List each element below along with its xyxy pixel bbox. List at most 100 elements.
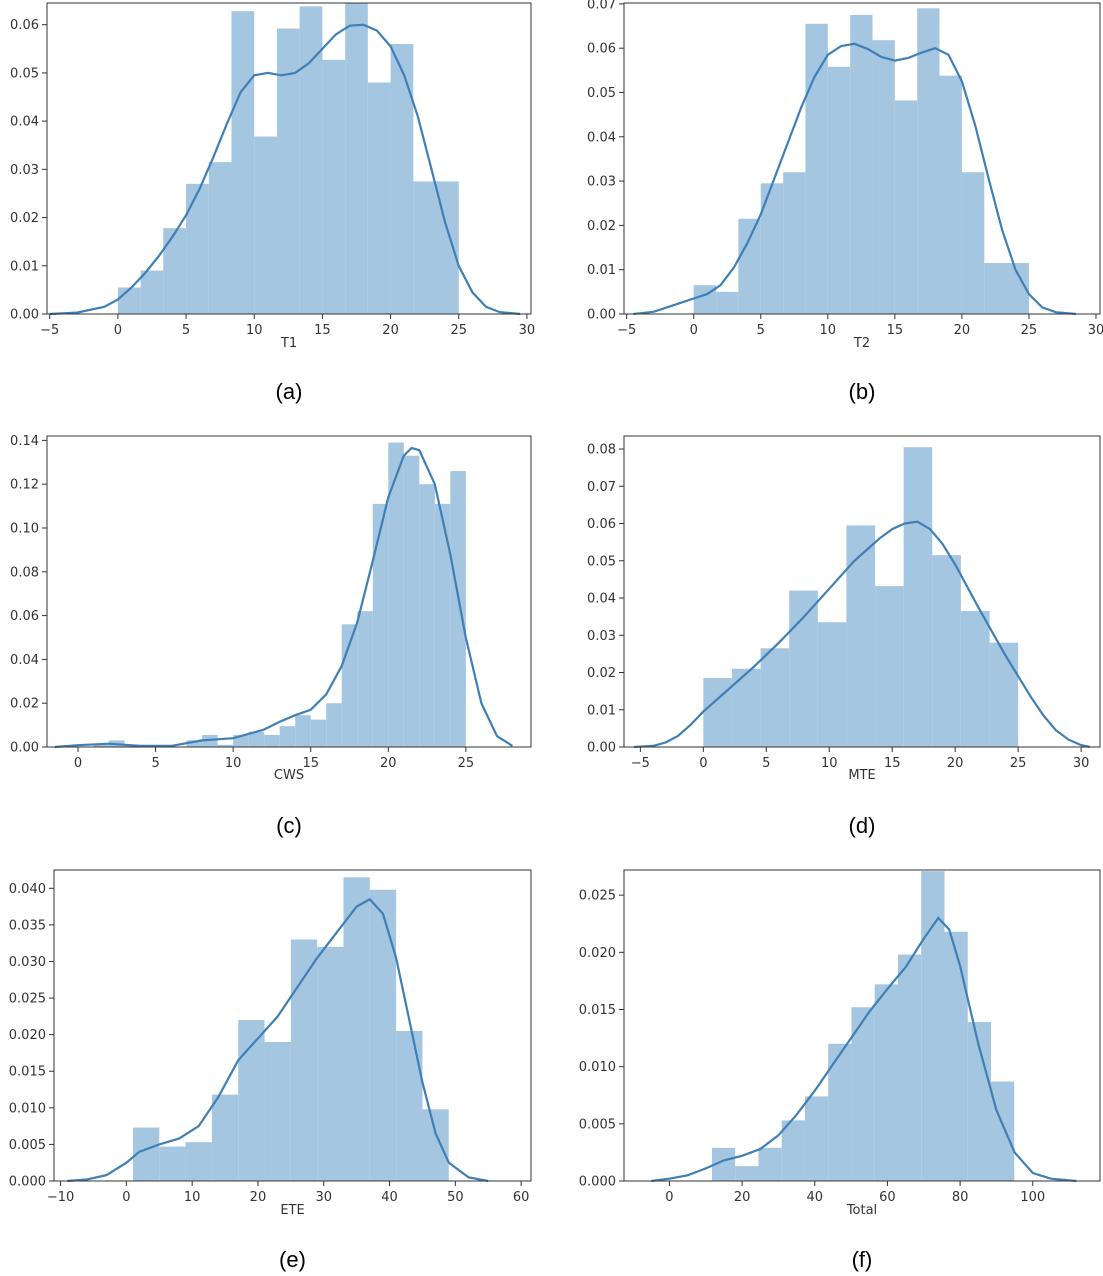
- histogram-bar: [897, 954, 922, 1181]
- x-tick-label: −5: [617, 323, 636, 338]
- histogram-bar: [388, 442, 404, 747]
- histogram-bar: [140, 270, 164, 314]
- panel-caption: (b): [849, 379, 876, 404]
- x-tick-label: 30: [315, 1190, 332, 1205]
- y-tick-label: 0.14: [10, 434, 39, 449]
- histogram-bar: [716, 291, 739, 314]
- histogram-bar: [357, 611, 373, 747]
- y-tick-label: 0.06: [10, 609, 39, 624]
- histogram-bar: [703, 678, 732, 747]
- kde-curve: [49, 23, 521, 316]
- histogram-bar: [290, 939, 318, 1181]
- y-tick-label: 0.00: [587, 741, 616, 756]
- histogram-bar: [939, 75, 962, 314]
- histogram-bar: [163, 228, 187, 314]
- y-tick-label: 0.00: [10, 308, 39, 323]
- histogram-bar: [1006, 263, 1029, 314]
- x-tick-label: 60: [879, 1190, 896, 1205]
- y-tick-label: 0.005: [9, 1138, 46, 1153]
- y-tick-label: 0.06: [587, 517, 616, 532]
- histogram-bar: [185, 1142, 212, 1181]
- histogram-bar: [372, 503, 389, 747]
- x-tick-label: 60: [513, 1190, 530, 1205]
- histogram-bar: [944, 931, 968, 1181]
- x-tick-label: −5: [631, 756, 650, 771]
- x-axis-label: CWS: [274, 768, 304, 783]
- x-tick-label: 20: [947, 756, 964, 771]
- y-tick-label: 0.015: [9, 1065, 46, 1080]
- histogram-bar: [990, 1081, 1015, 1181]
- x-tick-label: 80: [952, 1190, 969, 1205]
- y-tick-label: 0.02: [587, 666, 616, 681]
- histogram-bar: [921, 871, 945, 1181]
- x-tick-label: 20: [734, 1190, 751, 1205]
- x-axis-label: T2: [853, 336, 870, 351]
- histogram-bar: [760, 648, 790, 747]
- chart-panel-3: 0 5 10 15 20 25 0.00 0.02 0.04 0.06 0.08 0.10 0.12 0.…: [10, 434, 532, 838]
- y-tick-label: 0.04: [10, 653, 39, 668]
- x-tick-label: −5: [40, 323, 59, 338]
- x-tick-label: 20: [382, 323, 399, 338]
- histogram-bar: [434, 503, 451, 747]
- y-tick-label: 0.08: [587, 443, 616, 458]
- y-tick-label: 0.02: [10, 211, 39, 226]
- histogram-bar: [851, 1007, 875, 1181]
- x-tick-label: 15: [302, 756, 319, 771]
- axes-frame: [53, 869, 532, 1182]
- histogram-bar: [731, 668, 761, 747]
- histogram-bar: [248, 731, 265, 747]
- y-tick-label: 0.01: [587, 703, 616, 718]
- histogram-bar: [760, 183, 784, 314]
- y-tick-label: 0.040: [9, 882, 46, 897]
- y-tick-label: 0.01: [587, 263, 616, 278]
- chart-panel-5: −10 0 10 20 30 40 50 60 0.000 0.005 0.010 0.015 0.02…: [9, 869, 532, 1272]
- x-axis-label: MTE: [848, 768, 875, 783]
- y-tick-label: 0.02: [10, 697, 39, 712]
- histogram-bar: [419, 484, 435, 747]
- x-tick-label: 0: [699, 756, 707, 771]
- panel-caption: (d): [849, 813, 876, 838]
- x-tick-label: 30: [1073, 756, 1090, 771]
- histogram-bar: [735, 1166, 759, 1181]
- y-tick-label: 0.04: [10, 115, 39, 130]
- histogram-bar: [279, 726, 296, 747]
- x-tick-label: 20: [250, 1190, 267, 1205]
- axes-frame: [46, 2, 532, 315]
- kde-curve: [651, 916, 1077, 1183]
- x-tick-label: 0: [665, 1190, 673, 1205]
- histogram-bar: [264, 734, 280, 747]
- histogram-bar: [317, 946, 344, 1181]
- x-axis-label: ETE: [280, 1203, 304, 1218]
- y-tick-label: 0.030: [9, 955, 46, 970]
- panel-caption: (f): [852, 1247, 873, 1272]
- histogram-bar: [805, 23, 828, 315]
- histogram-bar: [894, 100, 918, 314]
- y-tick-label: 0.06: [10, 18, 39, 33]
- x-tick-label: 25: [1010, 756, 1027, 771]
- histogram-bar: [367, 82, 391, 314]
- histogram-bar: [295, 715, 311, 747]
- y-tick-label: 0.08: [10, 565, 39, 580]
- histogram-bar: [390, 43, 414, 314]
- histogram-bar: [117, 287, 141, 314]
- x-axis-label: T1: [280, 336, 297, 351]
- x-tick-label: 0: [690, 323, 698, 338]
- x-tick-label: 30: [1088, 323, 1103, 338]
- histogram-bar: [254, 136, 278, 314]
- x-tick-label: 100: [1020, 1190, 1045, 1205]
- histogram-bar: [932, 555, 961, 747]
- y-tick-label: 0.12: [10, 478, 39, 493]
- y-tick-label: 0.000: [579, 1175, 616, 1190]
- x-tick-label: 10: [821, 756, 838, 771]
- x-tick-label: 25: [458, 756, 475, 771]
- histogram-bar: [343, 877, 370, 1181]
- chart-panel-6: 0 20 40 60 80 100 0.000 0.005 0.010 0.015 0.020 0.0…: [579, 869, 1101, 1272]
- chart-panel-2: −5 0 5 10 15 20 25 30 0.00 0.01 0.02 0.03 0.04 0.05 0.…: [587, 0, 1103, 404]
- y-tick-label: 0.05: [10, 66, 39, 81]
- histogram-bar: [186, 740, 203, 747]
- y-tick-label: 0.025: [9, 992, 46, 1007]
- y-tick-label: 0.05: [587, 554, 616, 569]
- histogram-bar: [93, 744, 110, 747]
- x-tick-label: 20: [380, 756, 397, 771]
- histogram-bar: [850, 14, 873, 314]
